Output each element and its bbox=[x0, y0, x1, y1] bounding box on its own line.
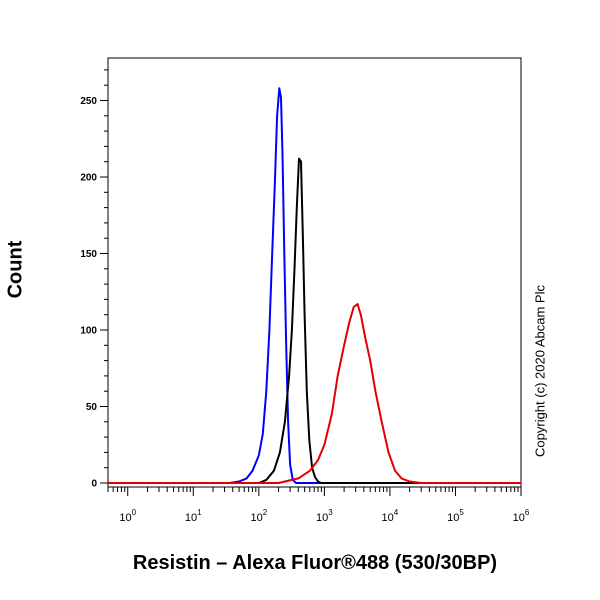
y-tick-label: 0 bbox=[91, 479, 97, 490]
series-1-line bbox=[258, 157, 521, 484]
plot-frame bbox=[107, 57, 522, 488]
series-0-line bbox=[229, 87, 521, 484]
x-tick-label: 105 bbox=[447, 508, 464, 524]
x-tick-label: 103 bbox=[316, 508, 333, 524]
y-tick-label: 150 bbox=[80, 249, 97, 260]
series bbox=[108, 87, 521, 484]
ticks: 0 50 100 150 200 250 100 101 102 103 104 105 106 bbox=[80, 69, 530, 524]
axes bbox=[107, 57, 522, 488]
x-tick-label: 102 bbox=[250, 508, 267, 524]
copyright-text: Copyright (c) 2020 Abcam Plc bbox=[532, 285, 548, 457]
x-tick-label: 100 bbox=[119, 508, 136, 524]
x-tick-label: 101 bbox=[185, 508, 202, 524]
x-axis-label: Resistin – Alexa Fluor®488 (530/30BP) bbox=[132, 552, 498, 574]
y-tick-label: 100 bbox=[80, 326, 97, 337]
series-2-line bbox=[108, 303, 521, 484]
y-axis-label: Count bbox=[4, 240, 27, 299]
y-tick-label: 200 bbox=[80, 173, 97, 184]
x-tick-label: 104 bbox=[382, 508, 399, 524]
y-tick-label: 250 bbox=[80, 96, 97, 107]
y-tick-label: 50 bbox=[86, 402, 98, 413]
x-tick-label: 106 bbox=[513, 508, 530, 524]
